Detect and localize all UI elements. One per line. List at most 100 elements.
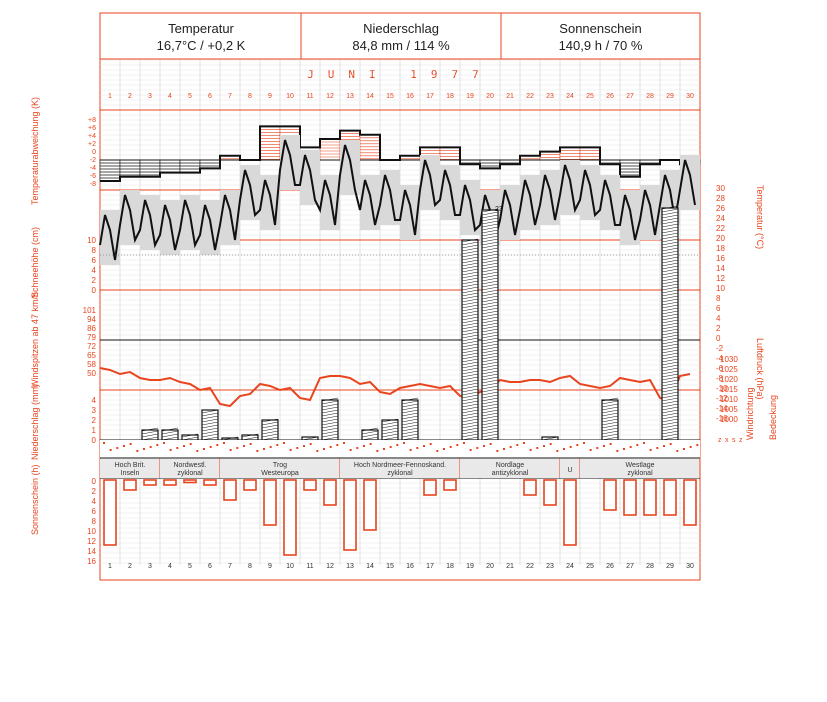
precip-hatch bbox=[481, 229, 499, 234]
precip-hatch bbox=[481, 220, 499, 225]
temp-anomaly-tick: -6 bbox=[90, 173, 96, 180]
weather-type-label: zyklonal bbox=[177, 470, 203, 477]
precip-hatch bbox=[601, 409, 619, 414]
sunshine-tick: 14 bbox=[87, 547, 96, 556]
weather-type-cell bbox=[560, 459, 580, 478]
wind-dir-mark bbox=[563, 448, 565, 450]
precip-hatch bbox=[661, 244, 679, 249]
precip-hatch bbox=[661, 280, 679, 285]
temp-axis-tick: -10 bbox=[716, 384, 728, 393]
day-label-bottom: 22 bbox=[526, 563, 534, 570]
label-wind: Windspitzen ab 47 km/h bbox=[30, 291, 40, 388]
temp-axis-tick: -16 bbox=[716, 414, 728, 423]
day-label-top: 16 bbox=[406, 93, 414, 100]
precip-hatch bbox=[661, 322, 679, 327]
day-label-top: 8 bbox=[248, 93, 252, 100]
precip-hatch bbox=[361, 427, 379, 432]
precip-hatch bbox=[461, 277, 479, 282]
day-label-bottom: 3 bbox=[148, 563, 152, 570]
precip-hatch bbox=[161, 427, 179, 432]
weather-type-label: zyklonal bbox=[627, 470, 653, 477]
snow-tick: 4 bbox=[92, 266, 97, 275]
wind-dir-mark bbox=[543, 445, 545, 447]
precip-hatch bbox=[261, 433, 279, 438]
precip-hatch bbox=[661, 217, 679, 222]
label-pressure-right: Luftdruck (hPa) bbox=[755, 338, 765, 400]
day-label-top: 6 bbox=[208, 93, 212, 100]
precip-hatch bbox=[461, 361, 479, 366]
label-cloud-right: Bedeckung bbox=[768, 394, 778, 440]
weather-type-label: Westeuropa bbox=[261, 470, 299, 477]
precip-hatch bbox=[481, 268, 499, 273]
wind-dir-mark bbox=[509, 446, 512, 448]
sunshine-bar bbox=[203, 479, 217, 486]
temp-axis-tick: 6 bbox=[716, 304, 721, 313]
precip-hatch bbox=[321, 397, 339, 402]
precip-tick: 0 bbox=[92, 436, 97, 445]
sunshine-bar bbox=[123, 479, 137, 491]
precip-hatch bbox=[461, 322, 479, 327]
wind-dir-mark bbox=[403, 442, 405, 444]
precip-hatch bbox=[201, 415, 219, 420]
snow-tick: 6 bbox=[92, 256, 97, 265]
precip-hatch bbox=[661, 370, 679, 375]
precip-hatch bbox=[481, 247, 499, 252]
precip-hatch bbox=[161, 436, 179, 441]
precip-hatch bbox=[661, 271, 679, 276]
wind-tick: 50 bbox=[87, 369, 96, 378]
sunshine-bar bbox=[343, 479, 357, 551]
precip-hatch bbox=[201, 418, 219, 423]
pressure-tick: 1020 bbox=[720, 375, 738, 384]
precip-hatch bbox=[461, 262, 479, 267]
day-label-top: 11 bbox=[306, 93, 313, 100]
weather-type-cell bbox=[160, 459, 220, 478]
wind-dir-mark bbox=[516, 444, 519, 446]
wind-dir-mark bbox=[243, 445, 245, 447]
temp-axis-tick: 10 bbox=[716, 284, 725, 293]
wind-dir-mark bbox=[523, 442, 525, 444]
weather-type-label: Inseln bbox=[121, 470, 140, 477]
precip-hatch bbox=[481, 400, 499, 405]
precip-hatch bbox=[481, 283, 499, 288]
pressure-tick: 1000 bbox=[720, 415, 738, 424]
precip-hatch bbox=[381, 421, 399, 426]
precip-hatch bbox=[461, 298, 479, 303]
precip-hatch bbox=[321, 403, 339, 408]
precip-hatch bbox=[161, 430, 179, 435]
precip-bar bbox=[381, 419, 399, 441]
wind-dir-mark bbox=[289, 449, 292, 451]
precip-hatch bbox=[461, 385, 479, 390]
precip-hatch bbox=[161, 433, 179, 438]
precip-hatch bbox=[661, 298, 679, 303]
precip-hatch bbox=[481, 277, 499, 282]
day-label-bottom: 12 bbox=[326, 563, 334, 570]
wind-dir-mark bbox=[223, 442, 225, 444]
wind-dir-mark bbox=[669, 443, 672, 445]
precip-hatch bbox=[481, 313, 499, 318]
precip-hatch bbox=[321, 436, 339, 441]
precip-hatch bbox=[461, 250, 479, 255]
day-label-top: 24 bbox=[566, 93, 574, 100]
precip-hatch bbox=[661, 349, 679, 354]
precip-hatch bbox=[221, 436, 239, 441]
header-temperature-value: 16,7°C / +0,2 K bbox=[156, 38, 246, 53]
label-wind-dir-right: Windrichtung bbox=[745, 387, 755, 440]
precip-hatch bbox=[461, 244, 479, 249]
precip-hatch bbox=[481, 271, 499, 276]
precip-hatch bbox=[401, 409, 419, 414]
precip-hatch bbox=[481, 436, 499, 441]
precip-hatch bbox=[461, 304, 479, 309]
temp-anomaly-bar bbox=[199, 159, 221, 169]
month-title: JUNI 1977 bbox=[307, 68, 493, 81]
precip-hatch bbox=[261, 430, 279, 435]
precip-hatch bbox=[461, 247, 479, 252]
sunshine-tick: 10 bbox=[87, 527, 96, 536]
precip-hatch bbox=[481, 358, 499, 363]
day-label-bottom: 2 bbox=[128, 563, 132, 570]
weather-type-cell bbox=[460, 459, 560, 478]
precip-hatch bbox=[461, 292, 479, 297]
wind-dir-mark bbox=[176, 447, 179, 449]
precip-hatch bbox=[401, 403, 419, 408]
precip-hatch bbox=[661, 379, 679, 384]
